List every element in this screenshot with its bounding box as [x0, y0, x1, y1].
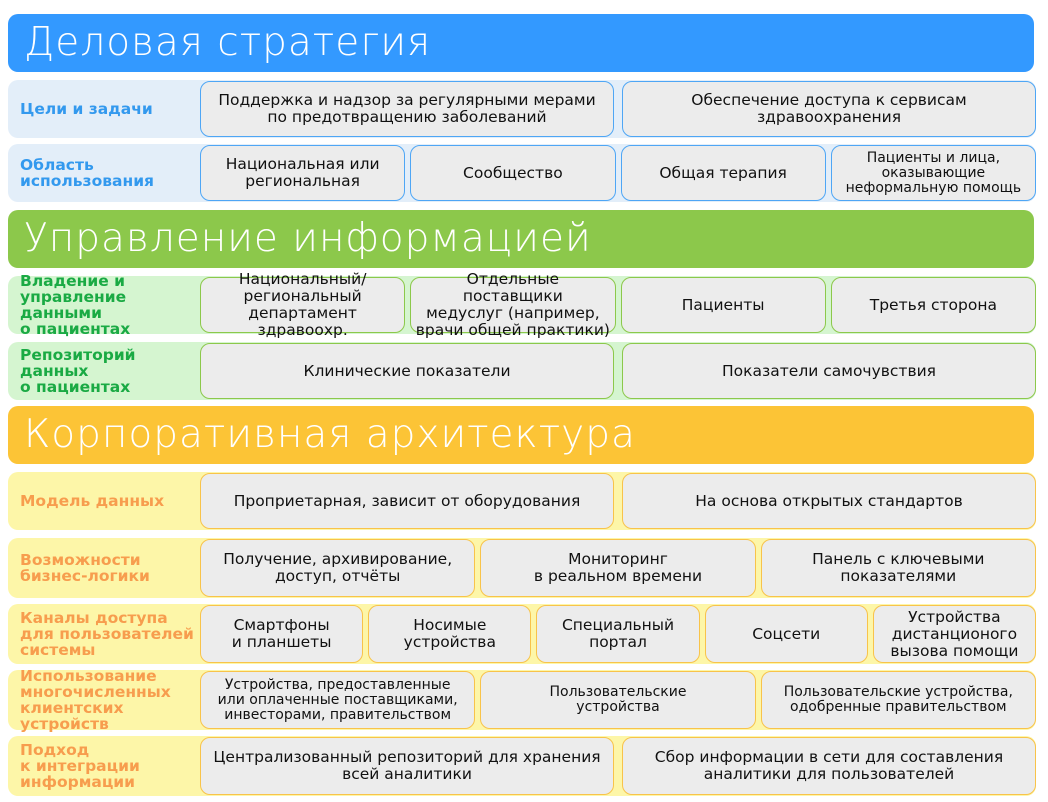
diagram-row: Подход к интеграции информации Централизо… [8, 736, 1036, 796]
section-header: Управление информацией [8, 210, 1034, 268]
diagram-cell: Мониторинг в реальном времени [480, 539, 756, 597]
section-header: Деловая стратегия [8, 14, 1034, 72]
diagram-cell: Национальный/ региональный департамент з… [200, 271, 406, 339]
diagram-cell: Клинические показатели [200, 343, 614, 399]
diagram-cell: Пациенты [620, 277, 826, 333]
diagram-row: Владение и управление данными о пациента… [8, 271, 1036, 339]
diagram-cell: Показатели самочувствия [622, 343, 1036, 399]
row-cells: Получение, архивирование, доступ, отчёты… [200, 538, 1036, 598]
row-label: Возможности бизнес-логики [20, 551, 150, 585]
diagram-row: Репозиторий данных о пациентах Клинически… [8, 342, 1036, 400]
diagram-cell: Носимые устройства [368, 605, 532, 663]
diagram-cell: Пользовательские устройства [480, 671, 756, 729]
diagram-cell: Централизованный репозиторий для хранени… [200, 737, 614, 795]
row-label: Цели и задачи [20, 100, 153, 118]
row-cells: Поддержка и надзор за регулярными мерами… [200, 80, 1036, 138]
diagram-cell: Обеспечение доступа к сервисам здравоохр… [622, 81, 1036, 137]
diagram-cell: Общая терапия [620, 145, 826, 201]
diagram-cell: Смартфоны и планшеты [200, 605, 364, 663]
diagram-cell: Сообщество [410, 145, 616, 201]
row-cells: Смартфоны и планшеты Носимые устройства Сп… [200, 604, 1037, 664]
diagram-cell: Панель с ключевыми показателями [760, 539, 1036, 597]
row-label: Область использования [20, 156, 155, 190]
diagram-row: Модель данных Проприетарная, зависит от о… [8, 472, 1036, 530]
diagram-cell: Сбор информации в сети для составления а… [622, 737, 1036, 795]
row-label: Репозиторий данных о пациентах [20, 346, 136, 396]
diagram-cell: Специальный портал [536, 605, 700, 663]
diagram-cell: Поддержка и надзор за регулярными мерами… [200, 81, 614, 137]
diagram-cell: Отдельные поставщики медуслуг (например,… [410, 271, 616, 339]
diagram-cell: Третья сторона [830, 277, 1036, 333]
row-cells: Национальная или региональная Сообщество О… [200, 144, 1036, 202]
diagram-cell: На основа открытых стандартов [622, 473, 1036, 529]
row-cells: Национальный/ региональный департамент з… [200, 271, 1036, 339]
row-label: Подход к интеграции информации [20, 741, 140, 791]
diagram-row: Цели и задачи Поддержка и надзор за регул… [8, 80, 1036, 138]
diagram-cell: Пациенты и лица, оказывающие неформальну… [830, 145, 1036, 201]
diagram-row: Область использования Национальная или ре… [8, 144, 1036, 202]
row-label: Каналы доступа для пользователей системы [20, 609, 194, 659]
row-label: Владение и управление данными о пациента… [20, 272, 131, 338]
diagram-cell: Устройства, предоставленные или оплаченн… [200, 671, 476, 729]
section-header: Корпоративная архитектура [8, 406, 1034, 464]
diagram-cell: Соцсети [704, 605, 868, 663]
row-cells: Устройства, предоставленные или оплаченн… [200, 670, 1036, 730]
diagram-cell: Устройства дистанционого вызова помощи [872, 605, 1037, 663]
diagram-cell: Национальная или региональная [200, 145, 406, 201]
diagram-row: Использование многочисленных клиентских … [8, 667, 1036, 733]
row-cells: Проприетарная, зависит от оборудования На… [200, 472, 1036, 530]
row-cells: Централизованный репозиторий для хранени… [200, 736, 1036, 796]
diagram-row: Возможности бизнес-логики Получение, архи… [8, 538, 1036, 598]
diagram-cell: Пользовательские устройства, одобренные … [760, 671, 1036, 729]
row-label: Модель данных [20, 492, 165, 510]
diagram-cell: Получение, архивирование, доступ, отчёты [200, 539, 476, 597]
diagram-cell: Проприетарная, зависит от оборудования [200, 473, 614, 529]
diagram-row: Каналы доступа для пользователей системы… [8, 604, 1037, 664]
row-label: Использование многочисленных клиентских … [20, 667, 171, 733]
row-cells: Клинические показатели Показатели самочув… [200, 342, 1036, 400]
